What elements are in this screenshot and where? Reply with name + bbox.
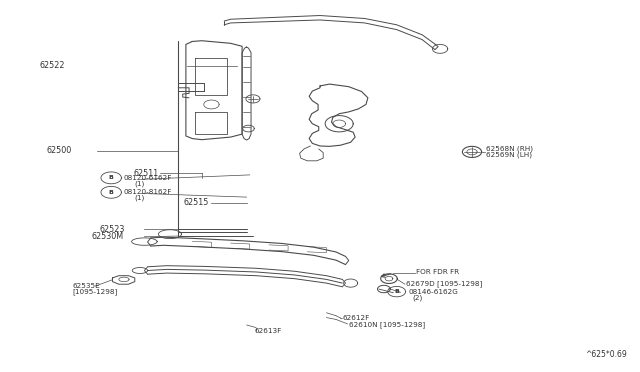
Text: 62613F: 62613F xyxy=(255,327,282,334)
Text: 62679D [1095-1298]: 62679D [1095-1298] xyxy=(406,280,483,287)
Text: 62511: 62511 xyxy=(134,169,159,177)
Text: (2): (2) xyxy=(413,294,423,301)
Text: 62500: 62500 xyxy=(47,146,72,155)
Text: 62515: 62515 xyxy=(184,198,209,207)
Text: B: B xyxy=(109,175,114,180)
Text: 08146-6162G: 08146-6162G xyxy=(408,289,458,295)
Text: (1): (1) xyxy=(135,195,145,202)
Text: [1095-1298]: [1095-1298] xyxy=(73,289,118,295)
Text: 62610N [1095-1298]: 62610N [1095-1298] xyxy=(349,321,425,328)
Text: FOR FDR FR: FOR FDR FR xyxy=(416,269,459,275)
Text: 08120-8162F: 08120-8162F xyxy=(124,189,172,195)
Text: 62568N (RH): 62568N (RH) xyxy=(486,146,533,152)
Text: 62569N (LH): 62569N (LH) xyxy=(486,152,532,158)
Text: 08120-6162F: 08120-6162F xyxy=(124,175,172,181)
Text: 62535E: 62535E xyxy=(73,283,100,289)
Text: B: B xyxy=(109,190,114,195)
Text: (1): (1) xyxy=(135,180,145,187)
Text: 62612F: 62612F xyxy=(342,315,370,321)
Text: ^625*0.69: ^625*0.69 xyxy=(585,350,627,359)
Text: 62530M: 62530M xyxy=(92,232,124,241)
Text: 62522: 62522 xyxy=(39,61,65,70)
Text: B: B xyxy=(394,289,399,294)
Text: 62523: 62523 xyxy=(100,225,125,234)
